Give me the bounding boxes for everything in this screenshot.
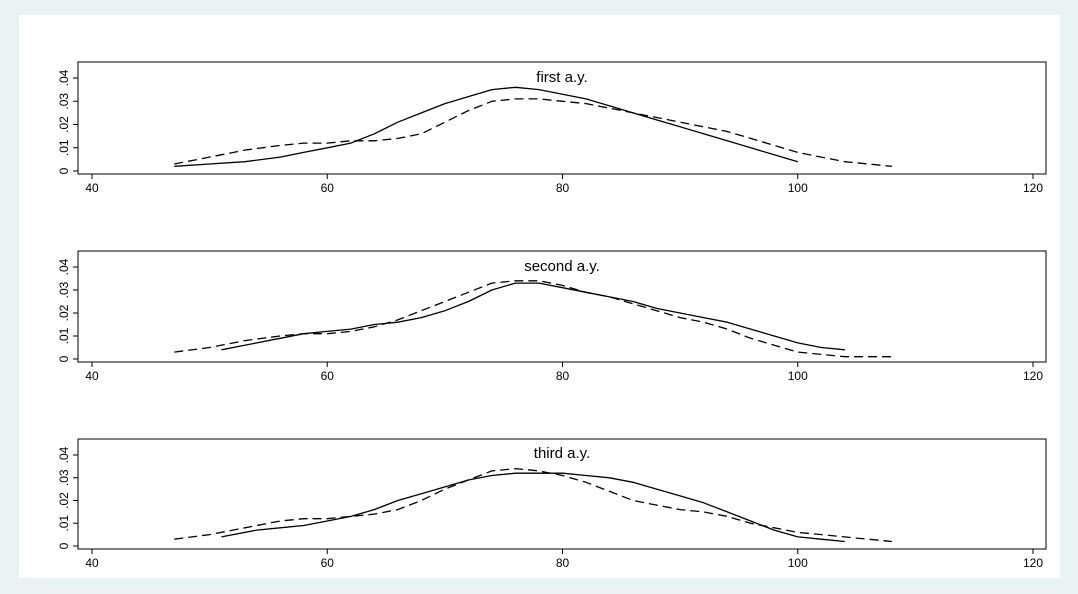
x-tick-label: 60 (321, 181, 335, 195)
x-tick-label: 40 (85, 181, 99, 195)
solid-density-line (174, 86, 798, 167)
x-tick-label: 120 (1023, 556, 1043, 570)
x-tick-label: 40 (85, 556, 99, 570)
y-tick-label: .04 (57, 258, 71, 275)
panel-title: third a.y. (534, 445, 590, 462)
x-tick-label: 40 (85, 369, 99, 383)
x-tick-label: 80 (556, 369, 570, 383)
y-tick-label: .02 (57, 304, 71, 321)
x-tick-label: 100 (788, 556, 808, 570)
density-chart: first a.y.40 60 80 100 1200.01.02.03.04secon… (57, 61, 1047, 570)
x-tick-label: 60 (321, 369, 335, 383)
solid-density-line (221, 282, 845, 351)
x-tick-label: 60 (321, 556, 335, 570)
x-tick-label: 80 (556, 181, 570, 195)
y-tick-label: .04 (57, 69, 71, 86)
y-tick-label: .04 (57, 446, 71, 463)
dashed-density-line (174, 280, 892, 358)
y-tick-label: 0 (57, 355, 71, 362)
y-tick-label: .03 (57, 469, 71, 486)
y-tick-label: .01 (57, 515, 71, 532)
x-tick-label: 100 (788, 181, 808, 195)
x-tick-label: 100 (788, 369, 808, 383)
panel: first a.y. 40 60 80 100 120 0 .01 .02 .03 .04 (57, 61, 1047, 195)
y-tick-label: .03 (57, 93, 71, 110)
dashed-density-line (174, 467, 892, 543)
y-tick-label: 0 (57, 542, 71, 549)
x-tick-label: 120 (1023, 369, 1043, 383)
panel-title: first a.y. (536, 69, 587, 86)
y-tick-label: .01 (57, 327, 71, 344)
y-tick-label: .03 (57, 281, 71, 298)
panel: third a.y. 40 60 80 100 120 0 .01 .02 .03 .04 (57, 438, 1047, 570)
y-tick-label: .02 (57, 116, 71, 133)
panel: second a.y. 40 60 80 100 120 0 .01 .02 .03 .04 (57, 250, 1047, 383)
panel-title: second a.y. (524, 258, 600, 275)
y-tick-label: .02 (57, 492, 71, 509)
solid-density-line (221, 472, 845, 543)
y-tick-label: .01 (57, 139, 71, 156)
dashed-density-line (174, 98, 892, 167)
y-tick-label: 0 (57, 167, 71, 174)
graph-area: first a.y. 40 60 80 100 120 0.01.02.03.04 secon… (19, 15, 1060, 578)
x-tick-label: 120 (1023, 181, 1043, 195)
x-tick-label: 80 (556, 556, 570, 570)
